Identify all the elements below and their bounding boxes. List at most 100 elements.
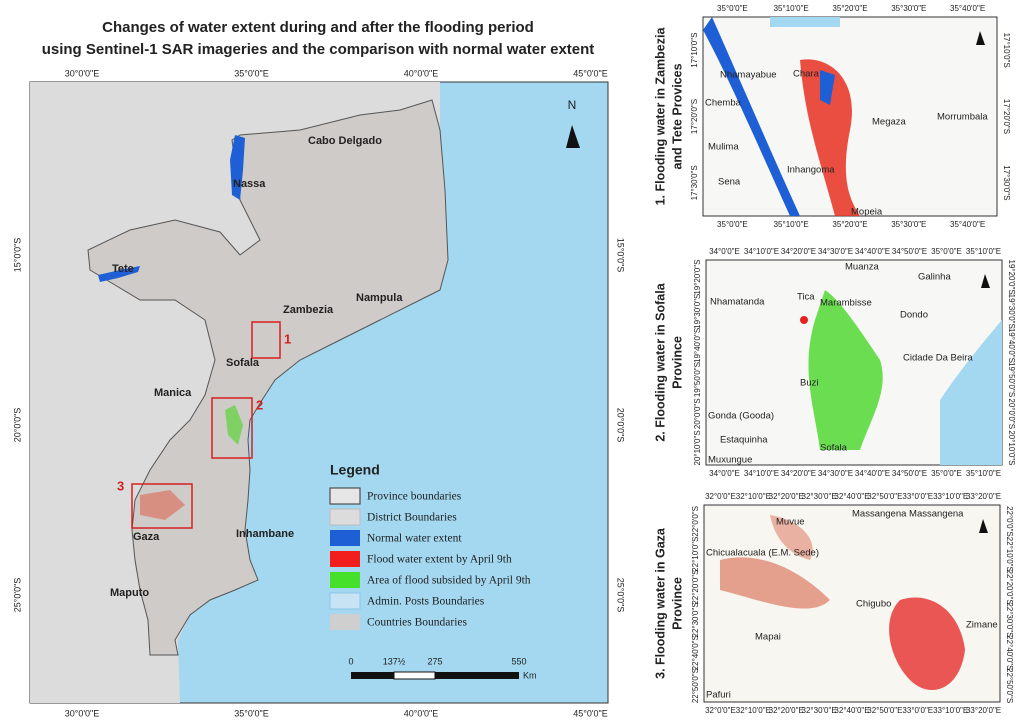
panel: Muanza Galinha Tica Nhamatanda Marambiss… [653, 247, 1016, 478]
lon-label: 34°40'0"E [855, 247, 890, 256]
place: Sofala [820, 443, 848, 454]
lon-label: 34°30'0"E [818, 469, 853, 478]
lon-label: 34°20'0"E [781, 469, 816, 478]
lon-label: 32°10'0"E [736, 706, 771, 715]
place: Zambezia [283, 304, 334, 316]
place: Zimane [966, 620, 998, 631]
place: Dondo [900, 310, 928, 321]
panel-title: 3. Flooding water in Gaza [653, 527, 667, 679]
lat-label: 17°20'0"S [690, 99, 699, 134]
lon-label: 32°10'0"E [736, 492, 771, 501]
lat-label: 20°0'0"S [616, 408, 626, 443]
lon-label: 30°0'0"E [65, 68, 100, 78]
legend-item: District Boundaries [367, 512, 457, 524]
lon-label: 35°10'0"E [774, 4, 809, 13]
place: Megaza [872, 117, 907, 128]
lat-label: 20°10'0"S [693, 430, 702, 465]
lon-label: 35°0'0"E [717, 4, 748, 13]
lat-label: 17°10'0"S [1002, 33, 1011, 68]
place: Chigubo [856, 599, 891, 610]
lat-label: 25°0'0"S [12, 578, 22, 613]
lat-label: 15°0'0"S [12, 238, 22, 273]
lon-label: 32°20'0"E [769, 492, 804, 501]
lon-label: 35°40'0"E [950, 220, 985, 229]
place: Manica [154, 387, 192, 399]
lon-label: 32°20'0"E [769, 706, 804, 715]
legend-item: Normal water extent [367, 533, 462, 545]
box-label: 1 [284, 331, 291, 346]
place: Nassa [233, 178, 266, 190]
lon-label: 32°30'0"E [802, 706, 837, 715]
lon-label: 35°30'0"E [891, 220, 926, 229]
place: Sena [718, 177, 741, 188]
title: Changes of water extent during and after… [102, 19, 534, 36]
place: Gonda (Gooda) [708, 411, 774, 422]
north-arrow [976, 31, 985, 45]
lat-label: 17°10'0"S [690, 33, 699, 68]
lon-label: 34°0'0"E [709, 469, 740, 478]
lat-label: 20°10'0"S [1007, 430, 1016, 465]
place: Sofala [226, 357, 260, 369]
lon-label: 35°40'0"E [950, 4, 985, 13]
panel-title: Province [670, 577, 684, 630]
lon-label: 33°0'0"E [902, 492, 933, 501]
title: using Sentinel-1 SAR imageries and the c… [42, 41, 595, 58]
lat-label: 22°0'0"S [691, 506, 700, 537]
lon-label: 35°20'0"E [832, 4, 867, 13]
lat-label: 19°40'0"S [1007, 328, 1016, 363]
lat-label: 22°10'0"S [1005, 537, 1014, 572]
lon-label: 32°50'0"E [867, 706, 902, 715]
box-label: 2 [256, 397, 263, 412]
lon-label: 33°20'0"E [966, 492, 1001, 501]
place: Gaza [133, 531, 160, 543]
lat-label: 22°50'0"S [691, 668, 700, 703]
lat-label: 19°50'0"S [693, 362, 702, 397]
scale-label: 550 [511, 656, 526, 666]
lon-label: 35°30'0"E [891, 4, 926, 13]
legend: Legend Province boundaries District Boun… [329, 462, 531, 630]
place: Mapai [755, 632, 781, 643]
panel: Massangena Massangena Muvue Chicualacual… [653, 492, 1014, 715]
panel: Nhamayabue Chara Chemba Megaza Morrumbal… [653, 4, 1011, 229]
legend-title: Legend [330, 462, 380, 478]
lat-label: 19°30'0"S [1007, 294, 1016, 329]
lon-label: 34°0'0"E [709, 247, 740, 256]
lon-label: 40°0'0"E [404, 68, 439, 78]
scale-label: 275 [427, 656, 442, 666]
place: Maputo [110, 587, 149, 599]
place: Mopeia [851, 207, 883, 218]
lon-label: 32°0'0"E [705, 492, 736, 501]
panel-title: Province [670, 336, 684, 389]
lon-label: 35°10'0"E [774, 220, 809, 229]
place: Chemba [705, 98, 742, 109]
box-label: 3 [117, 478, 124, 493]
lat-label: 22°40'0"S [1005, 635, 1014, 670]
lat-label: 17°30'0"S [1002, 165, 1011, 200]
place: Nhamayabue [720, 70, 777, 81]
place: Muanza [845, 262, 880, 273]
legend-item: Admin. Posts Boundaries [367, 596, 485, 608]
panel-title: and Tete Provices [670, 63, 684, 169]
legend-item: Province boundaries [367, 491, 462, 503]
lon-label: 34°10'0"E [744, 469, 779, 478]
place: Muvue [776, 517, 805, 528]
north-arrow [981, 274, 990, 288]
lon-label: 35°0'0"E [931, 469, 962, 478]
lat-label: 20°0'0"S [12, 408, 22, 443]
lon-label: 32°0'0"E [705, 706, 736, 715]
place: Nhamatanda [710, 297, 765, 308]
place: Inhangoma [787, 165, 835, 176]
lat-label: 22°10'0"S [691, 537, 700, 572]
scale-unit: Km [523, 670, 537, 680]
north-arrow: N [568, 98, 577, 112]
lon-label: 33°0'0"E [902, 706, 933, 715]
scale-bar: 0 137½ 275 550 Km [348, 656, 536, 680]
place: Chicualacuala (E.M. Sede) [706, 548, 819, 559]
lon-label: 40°0'0"E [404, 708, 439, 718]
lat-label: 19°40'0"S [693, 328, 702, 363]
lon-label: 35°10'0"E [966, 247, 1001, 256]
place: Muxungue [708, 455, 752, 466]
lon-label: 35°20'0"E [832, 220, 867, 229]
lon-label: 34°30'0"E [818, 247, 853, 256]
lon-label: 34°20'0"E [781, 247, 816, 256]
